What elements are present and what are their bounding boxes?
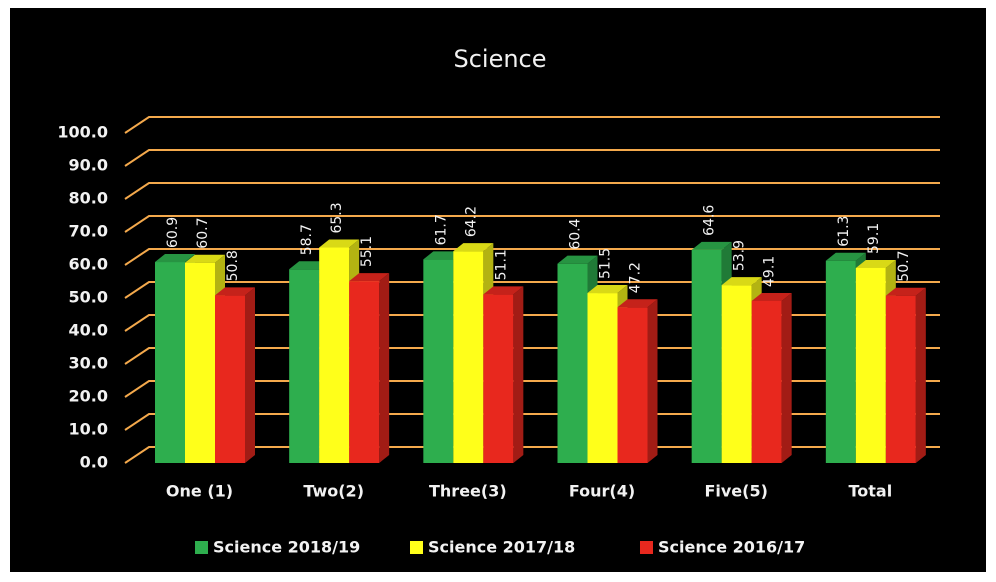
data-label: 64.2 xyxy=(463,206,479,237)
bar-side xyxy=(915,287,926,463)
bar xyxy=(423,259,454,463)
data-label: 64.6 xyxy=(702,205,718,236)
y-tick-label: 100.0 xyxy=(57,123,108,142)
bar xyxy=(587,293,618,463)
bar xyxy=(825,260,856,463)
bar-side xyxy=(647,299,658,463)
legend-swatch xyxy=(640,541,653,554)
bar-top xyxy=(349,273,390,282)
data-label: 51.1 xyxy=(493,249,509,280)
y-tick-label: 80.0 xyxy=(69,189,108,208)
data-label: 65.3 xyxy=(329,202,345,233)
legend-swatch xyxy=(195,541,208,554)
data-label: 61.7 xyxy=(433,214,449,245)
legend-label: Science 2016/17 xyxy=(658,538,805,557)
grid-line xyxy=(124,380,940,398)
bar xyxy=(215,295,245,463)
bar xyxy=(349,281,380,463)
grid-line xyxy=(124,413,940,431)
data-label: 61.3 xyxy=(836,216,852,247)
data-label: 55.1 xyxy=(359,236,375,267)
bar xyxy=(557,263,588,463)
x-tick-label: Two(2) xyxy=(303,482,364,501)
grid-line xyxy=(124,446,940,464)
data-label: 50.8 xyxy=(225,250,241,281)
data-label: 58.7 xyxy=(299,224,315,255)
bar-top xyxy=(751,292,792,301)
grid-line xyxy=(124,314,940,332)
x-tick-label: Total xyxy=(848,482,892,501)
x-tick-label: One (1) xyxy=(166,482,233,501)
bar-top xyxy=(155,254,195,263)
legend-swatch xyxy=(410,541,423,554)
data-label: 60.9 xyxy=(165,217,181,248)
bar xyxy=(319,247,350,463)
bar-side xyxy=(379,273,390,463)
bar-top xyxy=(483,286,524,295)
y-tick-label: 0.0 xyxy=(80,453,108,472)
chart-title: Science xyxy=(453,45,546,73)
bar-top xyxy=(691,241,732,250)
bar-top xyxy=(855,259,896,268)
bar xyxy=(483,294,514,463)
bar-side xyxy=(513,286,524,463)
data-label: 60.7 xyxy=(195,218,211,249)
bar-top xyxy=(825,252,866,261)
bar xyxy=(751,300,782,463)
bar-top xyxy=(587,285,628,294)
grid-line xyxy=(124,347,940,365)
legend-label: Science 2017/18 xyxy=(428,538,575,557)
bar-top xyxy=(721,277,762,286)
bar xyxy=(155,262,185,463)
legend-label: Science 2018/19 xyxy=(213,538,360,557)
bar xyxy=(691,249,722,463)
y-tick-label: 30.0 xyxy=(69,354,108,373)
bar-top xyxy=(557,255,598,264)
data-label: 59.1 xyxy=(866,223,882,254)
y-tick-label: 70.0 xyxy=(69,222,108,241)
x-tick-label: Five(5) xyxy=(704,482,767,501)
bar-top xyxy=(453,243,494,252)
bar-top xyxy=(185,254,225,263)
bar-top xyxy=(617,299,658,308)
bar xyxy=(617,307,648,463)
grid-line xyxy=(124,248,940,266)
data-label: 53.9 xyxy=(732,240,748,271)
bar-side xyxy=(781,292,792,463)
data-label: 60.4 xyxy=(568,218,584,249)
y-tick-label: 40.0 xyxy=(69,321,108,340)
data-label: 50.7 xyxy=(896,251,912,282)
grid-line xyxy=(124,149,940,167)
grid-line xyxy=(124,116,940,134)
bar-side xyxy=(245,287,255,463)
bar-top xyxy=(215,287,255,296)
bar xyxy=(289,269,320,463)
y-tick-label: 60.0 xyxy=(69,255,108,274)
y-tick-label: 50.0 xyxy=(69,288,108,307)
grid-line xyxy=(124,182,940,200)
grid-line xyxy=(124,215,940,233)
data-label: 51.5 xyxy=(598,248,614,279)
y-tick-label: 20.0 xyxy=(69,387,108,406)
x-tick-label: Three(3) xyxy=(429,482,507,501)
bar xyxy=(885,295,916,463)
bar xyxy=(721,285,752,463)
bar xyxy=(855,267,886,463)
bar xyxy=(453,251,484,463)
data-label: 47.2 xyxy=(628,262,644,293)
bar xyxy=(185,262,215,463)
bar-top xyxy=(885,287,926,296)
x-tick-label: Four(4) xyxy=(569,482,635,501)
y-tick-label: 90.0 xyxy=(69,156,108,175)
data-label: 49.1 xyxy=(762,256,778,287)
grid-line xyxy=(124,281,940,299)
bar-top xyxy=(319,239,360,248)
y-tick-label: 10.0 xyxy=(69,420,108,439)
